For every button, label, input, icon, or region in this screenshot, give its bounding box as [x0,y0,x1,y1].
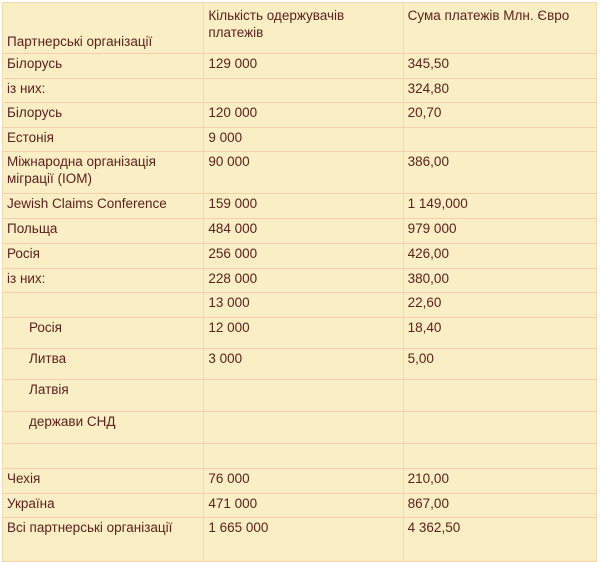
cell-recipients-count [203,443,404,469]
cell-recipients-count: 9 000 [203,127,404,152]
cell-recipients-count [203,78,404,103]
table-header: Партнерські організації Кількість одержу… [2,2,597,54]
cell-organization: Росія [2,317,205,349]
cell-payment-amount [403,443,597,469]
table-row: Білорусь 120 000 20,70 [2,102,597,128]
table-row: із них: 324,80 [2,78,597,103]
table-header-row: Партнерські організації Кількість одержу… [2,2,597,54]
cell-organization: Чехія [2,468,205,494]
cell-payment-amount: 22,60 [403,292,597,318]
cell-payment-amount: 18,40 [403,317,597,349]
cell-recipients-count: 228 000 [203,268,404,293]
cell-payment-amount: 380,00 [403,268,597,293]
cell-recipients-count: 256 000 [203,243,404,269]
table-row: Росія 256 000 426,00 [2,243,597,269]
cell-recipients-count: 3 000 [203,348,404,380]
cell-recipients-count: 90 000 [203,151,404,194]
cell-recipients-count [203,379,404,412]
cell-recipients-count: 471 000 [203,493,404,518]
table-row: Білорусь 129 000 345,50 [2,53,597,79]
cell-organization: Латвія [2,379,205,412]
cell-payment-amount: 426,00 [403,243,597,269]
cell-recipients-count: 129 000 [203,53,404,79]
cell-payment-amount: 20,70 [403,102,597,128]
table-row: Росія 12 000 18,40 [2,317,597,349]
cell-payment-amount: 4 362,50 [403,517,597,562]
cell-payment-amount [403,127,597,152]
cell-organization [2,292,205,318]
table-row: держави СНД [2,411,597,444]
cell-recipients-count: 159 000 [203,193,404,219]
cell-organization: із них: [2,268,205,293]
cell-organization: Литва [2,348,205,380]
cell-payment-amount: 386,00 [403,151,597,194]
table-row: Литва 3 000 5,00 [2,348,597,380]
cell-recipients-count: 76 000 [203,468,404,494]
cell-payment-amount: 979 000 [403,218,597,244]
table-row: Польща 484 000 979 000 [2,218,597,244]
cell-payment-amount: 5,00 [403,348,597,380]
cell-organization: Україна [2,493,205,518]
column-header-recipients: Кількість одержувачів платежів [203,2,404,54]
cell-payment-amount [403,411,597,444]
cell-organization: Jewish Claims Conference [2,193,205,219]
cell-organization: Росія [2,243,205,269]
table-row: Естонія 9 000 [2,127,597,152]
cell-payment-amount: 345,50 [403,53,597,79]
table-row: Україна 471 000 867,00 [2,493,597,518]
cell-recipients-count [203,411,404,444]
cell-payment-amount: 867,00 [403,493,597,518]
cell-organization: держави СНД [2,411,205,444]
cell-recipients-count: 13 000 [203,292,404,318]
column-header-organizations: Партнерські організації [2,2,205,54]
column-header-amount: Сума платежів Млн. Євро [403,2,597,54]
cell-organization: Польща [2,218,205,244]
cell-recipients-count: 120 000 [203,102,404,128]
table-row: 13 000 22,60 [2,292,597,318]
cell-recipients-count: 1 665 000 [203,517,404,562]
cell-organization: Білорусь [2,102,205,128]
table-row: Міжнародна організація міграції (IOM) 90 … [2,151,597,194]
table-row: Jewish Claims Conference 159 000 1 149,000 [2,193,597,219]
table-body: Білорусь 129 000 345,50 із них: 324,80 Білору… [2,53,597,562]
cell-organization: із них: [2,78,205,103]
cell-organization: Міжнародна організація міграції (IOM) [2,151,205,194]
table-row: Чехія 76 000 210,00 [2,468,597,494]
table-row: із них: 228 000 380,00 [2,268,597,293]
cell-recipients-count: 484 000 [203,218,404,244]
cell-organization: Естонія [2,127,205,152]
cell-payment-amount [403,379,597,412]
cell-organization [2,443,205,469]
cell-payment-amount: 1 149,000 [403,193,597,219]
cell-organization: Всі партнерські організації [2,517,205,562]
cell-recipients-count: 12 000 [203,317,404,349]
table-row: Латвія [2,379,597,412]
cell-payment-amount: 324,80 [403,78,597,103]
table-row [2,443,597,469]
cell-organization: Білорусь [2,53,205,79]
table-row: Всі партнерські організації 1 665 000 4 36… [2,517,597,562]
cell-payment-amount: 210,00 [403,468,597,494]
